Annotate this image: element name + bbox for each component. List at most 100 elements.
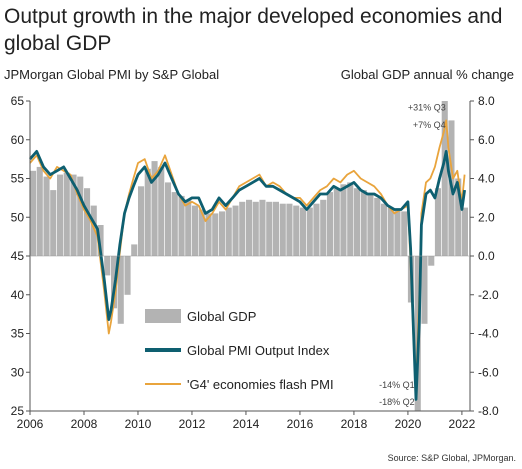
gdp-bar-54	[394, 209, 401, 256]
x-tick-label-7: 2020	[395, 417, 422, 431]
gdp-bar-47	[347, 182, 354, 256]
legend-label-gdp: Global GDP	[187, 309, 256, 324]
gdp-bar-3	[50, 190, 57, 256]
gdp-bars	[30, 101, 468, 411]
annotation-0: +31% Q3	[408, 103, 446, 113]
gdp-bar-17	[144, 168, 151, 256]
gdp-bar-53	[387, 207, 394, 256]
y-right-tick-label-3: 2.0	[478, 210, 495, 224]
gdp-bar-16	[138, 186, 145, 257]
gdp-bar-55	[401, 211, 408, 256]
gdp-bar-9	[90, 205, 97, 256]
y-left-tick-label-3: 50	[11, 210, 25, 224]
gdp-bar-21	[171, 192, 178, 256]
y-left-tick-label-4: 45	[11, 249, 25, 263]
gdp-bar-44	[326, 192, 333, 256]
gdp-bar-20	[165, 182, 172, 256]
gdp-bar-27	[212, 213, 219, 256]
gdp-bar-52	[380, 203, 387, 256]
gdp-bar-59	[428, 256, 435, 266]
gdp-bar-0	[30, 170, 37, 257]
x-tick-label-6: 2018	[341, 417, 368, 431]
gdp-bar-10	[97, 225, 104, 256]
gdp-bar-60	[434, 188, 441, 256]
y-left-tick-label-8: 25	[11, 404, 25, 418]
gdp-bar-63	[455, 178, 462, 256]
x-tick-label-4: 2014	[233, 417, 260, 431]
y-left-tick-label-1: 60	[11, 133, 25, 147]
gdp-bar-28	[219, 211, 226, 256]
y-right-tick-label-7: -6.0	[478, 365, 499, 379]
chart-title: Output growth in the major developed eco…	[4, 5, 503, 55]
gdp-bar-18	[151, 161, 158, 256]
right-axis-title: Global GDP annual % change	[340, 67, 514, 82]
legend-label-pmi: Global PMI Output Index	[187, 343, 330, 358]
y-left-tick-label-2: 55	[11, 172, 25, 186]
y-left-tick-label-7: 30	[11, 365, 25, 379]
gdp-bar-5	[63, 172, 70, 256]
gdp-bar-22	[178, 195, 185, 256]
axes: 65 60 55 50 45 40 35 30 25 8.0 6.0 4.0 2.0 0.0 -2.0 -4.…	[11, 94, 499, 431]
gdp-bar-33	[252, 201, 259, 257]
gdp-bar-48	[353, 188, 360, 256]
y-right-tick-label-4: 0.0	[478, 249, 495, 263]
gdp-bar-51	[374, 197, 381, 256]
gdp-bar-6	[70, 174, 77, 256]
global-pmi-line-group	[28, 150, 466, 401]
gdp-bar-30	[232, 205, 239, 256]
annotations: +31% Q3 +7% Q4 -14% Q1 -18% Q2	[379, 103, 446, 408]
legend: Global GDP Global PMI Output Index 'G4' ec…	[145, 309, 334, 392]
x-tick-label-2: 2010	[125, 417, 152, 431]
gdp-bar-2	[43, 176, 50, 256]
gdp-bar-13	[117, 256, 124, 324]
gdp-bar-42	[313, 203, 320, 256]
y-right-tick-label-1: 6.0	[478, 133, 495, 147]
gdp-bar-31	[239, 201, 246, 257]
gdp-bar-24	[192, 205, 199, 256]
gdp-bar-58	[421, 256, 428, 324]
x-tick-label-3: 2012	[179, 417, 206, 431]
gdp-bar-25	[198, 209, 205, 256]
gdp-bar-1	[36, 166, 43, 256]
x-tick-label-0: 2006	[17, 417, 44, 431]
gdp-bar-40	[299, 207, 306, 256]
gdp-bar-64	[461, 207, 468, 256]
annotation-3: -18% Q2	[379, 397, 415, 407]
gdp-bar-23	[185, 199, 192, 256]
y-left-tick-label-0: 65	[11, 94, 25, 108]
gdp-bar-39	[293, 205, 300, 256]
legend-label-g4: 'G4' economies flash PMI	[187, 377, 334, 392]
gdp-bar-38	[286, 203, 293, 256]
x-tick-label-1: 2008	[71, 417, 98, 431]
y-right-tick-label-2: 4.0	[478, 172, 495, 186]
source-note: Source: S&P Global, JPMorgan.	[387, 453, 516, 463]
x-tick-label-5: 2016	[287, 417, 314, 431]
gdp-bar-32	[246, 199, 253, 256]
legend-swatch-gdp	[145, 309, 181, 323]
annotation-1: +7% Q4	[413, 120, 446, 130]
y-right-tick-label-6: -4.0	[478, 327, 499, 341]
gdp-bar-46	[340, 184, 347, 256]
gdp-bar-7	[77, 176, 84, 256]
gdp-bar-36	[272, 201, 279, 257]
left-axis-title: JPMorgan Global PMI by S&P Global	[4, 67, 220, 82]
gdp-bar-29	[225, 207, 232, 256]
y-right-tick-label-8: -8.0	[478, 404, 499, 418]
gdp-bar-35	[266, 201, 273, 257]
x-tick-label-8: 2022	[449, 417, 476, 431]
y-right-tick-label-0: 8.0	[478, 94, 495, 108]
gdp-bar-15	[131, 244, 138, 256]
gdp-bar-43	[320, 199, 327, 256]
gdp-bar-41	[306, 207, 313, 256]
y-left-tick-label-6: 35	[11, 327, 25, 341]
gdp-bar-8	[84, 188, 91, 256]
gdp-bar-45	[333, 188, 340, 256]
annotation-2: -14% Q1	[379, 380, 415, 390]
gdp-bar-50	[367, 194, 374, 256]
y-right-tick-label-5: -2.0	[478, 288, 499, 302]
gdp-bar-11	[104, 256, 111, 276]
gdp-bar-19	[158, 166, 165, 256]
gdp-bar-26	[205, 213, 212, 256]
gdp-bar-4	[57, 174, 64, 256]
